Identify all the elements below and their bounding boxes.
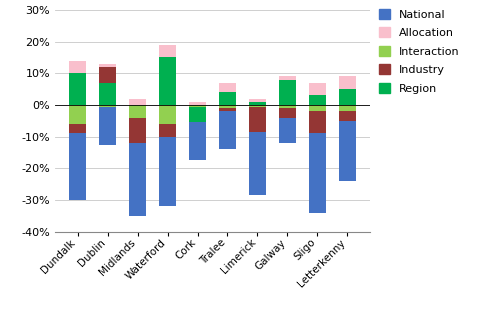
Bar [130, 143, 146, 216]
Bar [160, 105, 176, 124]
Bar [130, 105, 146, 118]
Bar [279, 80, 295, 105]
Bar [219, 108, 236, 111]
Bar [160, 45, 176, 58]
Bar [130, 118, 146, 143]
Bar [279, 108, 295, 118]
Bar [100, 67, 116, 83]
Bar [339, 76, 355, 89]
Bar [309, 105, 326, 111]
Bar [279, 118, 295, 143]
Bar [130, 99, 146, 105]
Bar [70, 105, 86, 124]
Bar [249, 102, 266, 105]
Bar [190, 122, 206, 161]
Bar [100, 64, 116, 67]
Bar [190, 102, 206, 105]
Bar [219, 92, 236, 105]
Bar [309, 111, 326, 133]
Bar [309, 133, 326, 213]
Bar [70, 133, 86, 200]
Bar [339, 111, 355, 121]
Bar [249, 105, 266, 107]
Bar [219, 105, 236, 108]
Bar [339, 121, 355, 181]
Bar [219, 111, 236, 149]
Bar [100, 83, 116, 105]
Bar [249, 107, 266, 132]
Bar [160, 58, 176, 105]
Bar [160, 137, 176, 206]
Bar [70, 124, 86, 133]
Bar [249, 132, 266, 195]
Bar [279, 76, 295, 80]
Legend: National, Allocation, Interaction, Industry, Region: National, Allocation, Interaction, Indus… [378, 9, 460, 94]
Bar [160, 124, 176, 137]
Bar [190, 107, 206, 122]
Bar [100, 107, 116, 145]
Bar [219, 83, 236, 92]
Bar [309, 95, 326, 105]
Bar [309, 83, 326, 95]
Bar [339, 89, 355, 105]
Bar [100, 105, 116, 107]
Bar [70, 61, 86, 73]
Bar [279, 105, 295, 108]
Bar [70, 73, 86, 105]
Bar [339, 105, 355, 111]
Bar [190, 105, 206, 107]
Bar [249, 99, 266, 102]
